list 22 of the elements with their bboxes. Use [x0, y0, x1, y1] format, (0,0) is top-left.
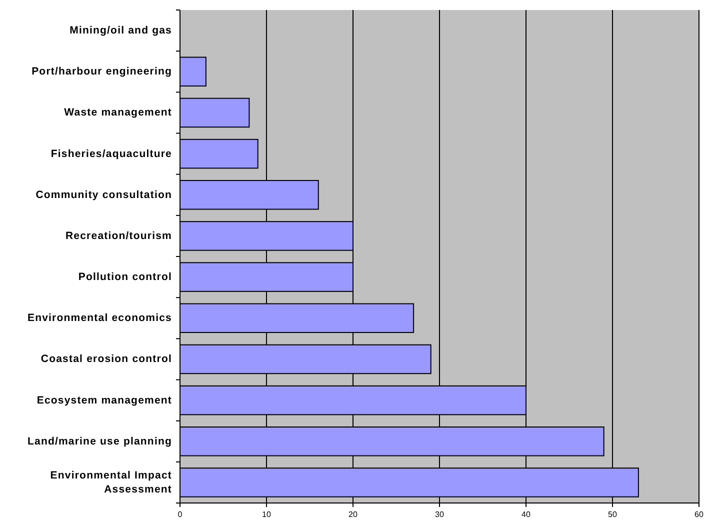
- x-tick-label: 60: [694, 510, 704, 519]
- x-tick-label: 0: [178, 510, 183, 519]
- y-tick-label: Ecosystem management: [36, 394, 172, 406]
- x-tick-label: 40: [522, 510, 531, 519]
- bar: [180, 138, 258, 169]
- x-tick-label: 50: [608, 510, 618, 519]
- y-tick-label: Community consultation: [36, 188, 172, 201]
- y-tick-label: Fisheries/aquaculture: [50, 148, 172, 160]
- y-tick-label: Environmental Impact Assessment: [50, 469, 172, 496]
- y-tick-label: Port/harbour engineering: [32, 66, 172, 78]
- x-tick-label: 10: [262, 510, 272, 519]
- y-tick-label: Coastal erosion control: [40, 353, 172, 366]
- y-tick-label: Land/marine use planning: [27, 435, 172, 448]
- x-tick-label: 30: [435, 510, 444, 519]
- y-tick-label: Pollution control: [78, 271, 172, 284]
- y-tick-label: Waste management: [64, 106, 172, 119]
- y-tick-label: Environmental economics: [27, 312, 172, 324]
- x-tick-label: 20: [348, 510, 358, 519]
- bar: [180, 56, 206, 87]
- y-tick-label: Mining/oil and gas: [70, 24, 172, 37]
- bar: [180, 98, 250, 128]
- y-tick-label: Recreation/tourism: [66, 230, 172, 242]
